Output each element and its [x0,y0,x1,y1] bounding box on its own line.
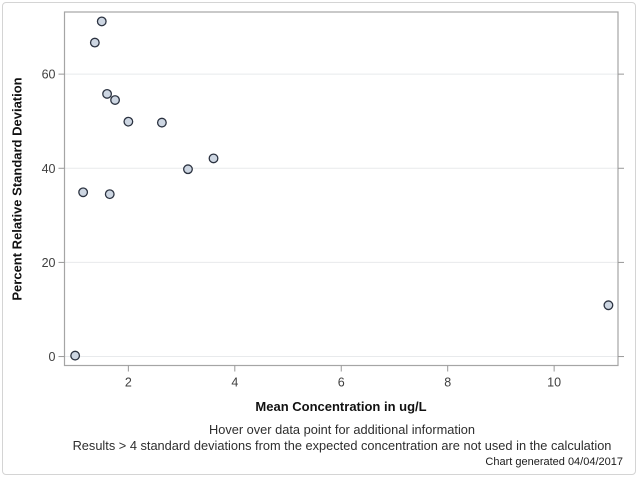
data-point[interactable] [603,300,614,311]
x-axis-title: Mean Concentration in ug/L [255,399,427,414]
data-point[interactable] [102,88,113,99]
data-point[interactable] [70,350,81,361]
plot-frame [63,11,619,367]
y-tick-label: 20 [42,256,56,270]
x-tick-label: 8 [444,376,451,390]
data-point[interactable] [156,117,167,128]
chart-generated-date: Chart generated 04/04/2017 [485,456,623,468]
y-axis-title: Percent Relative Standard Deviation [9,77,25,301]
footnote-exclusion-note: Results > 4 standard deviations from the… [72,438,612,453]
x-tick-label: 4 [231,376,238,390]
x-tick-label: 2 [125,376,132,390]
data-point[interactable] [78,187,89,198]
y-tick-label: 0 [49,350,56,364]
x-tick-label: 6 [338,376,345,390]
data-point[interactable] [104,189,115,200]
data-point[interactable] [183,164,193,175]
y-tick-label: 60 [42,68,56,82]
footnote-hover-hint: Hover over data point for additional inf… [208,422,476,437]
data-point[interactable] [208,153,219,164]
data-point[interactable] [110,95,121,105]
data-point[interactable] [89,37,100,48]
data-point[interactable] [123,116,134,127]
y-tick-label: 40 [42,162,56,176]
x-tick-label: 10 [547,376,561,390]
data-point[interactable] [96,16,107,27]
